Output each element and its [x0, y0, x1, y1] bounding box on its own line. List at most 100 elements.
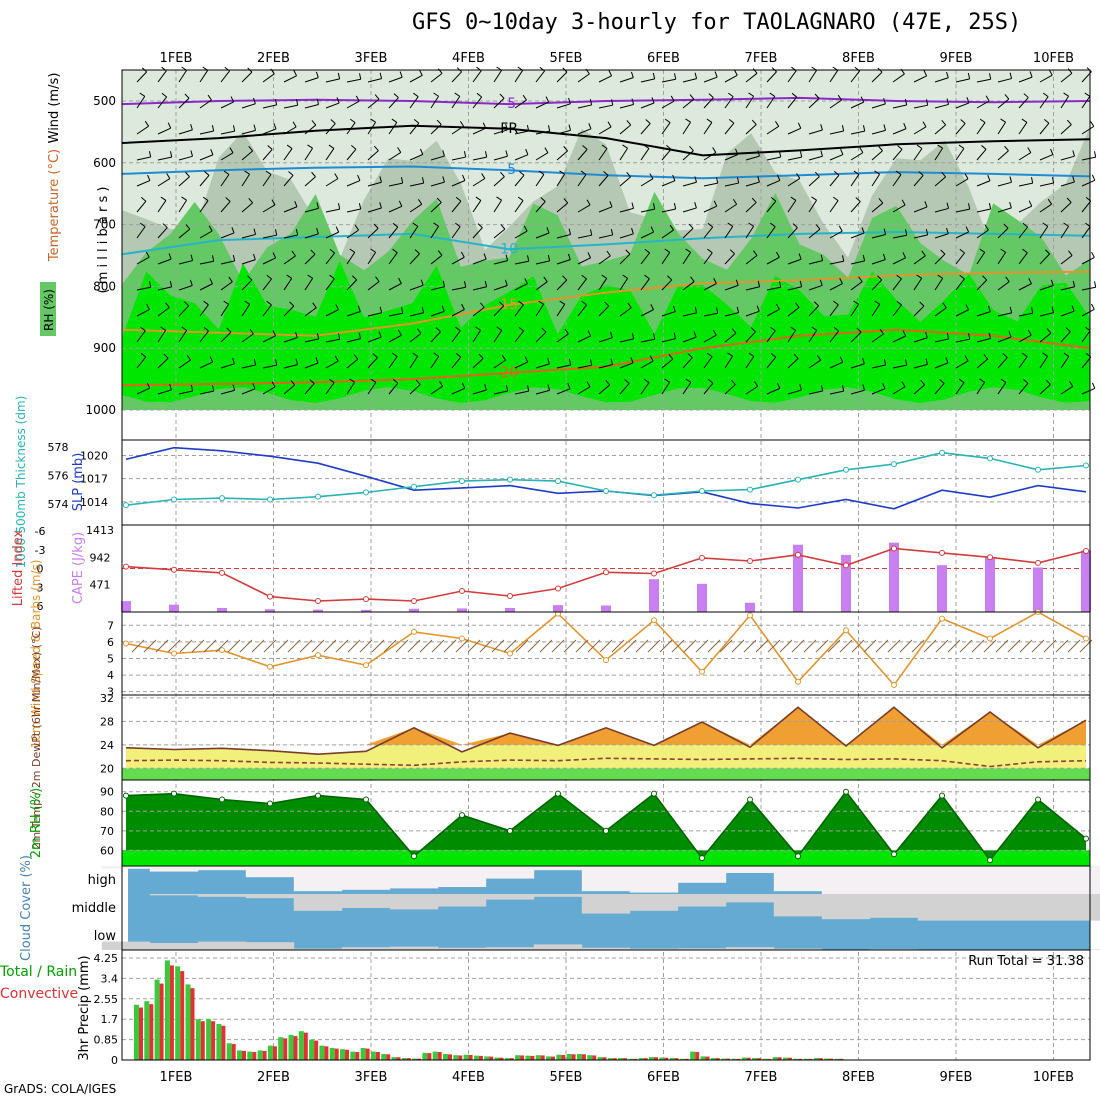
wind-barb — [136, 71, 148, 83]
wind-barb — [892, 204, 906, 213]
wind-barb — [1018, 283, 1032, 291]
wind-barb — [997, 78, 1012, 83]
wind-barb — [409, 153, 424, 161]
wind-barb — [892, 278, 902, 291]
wind-barb — [913, 384, 925, 395]
pressure-tick-label: 500 — [93, 94, 116, 108]
wind-barb — [955, 208, 970, 213]
wind-barb — [892, 73, 905, 83]
wind-barb-flag — [538, 170, 545, 175]
wind-barb-flag — [981, 145, 987, 150]
wind-barb-flag — [232, 384, 236, 391]
wind-barb-flag — [435, 327, 441, 333]
wind-barb-10m — [179, 639, 193, 653]
wind-barb — [640, 123, 651, 135]
wind-barb — [682, 150, 694, 161]
cape-bar — [889, 542, 899, 612]
wind-barb-flag — [959, 274, 965, 280]
wind-barb-flag — [685, 248, 691, 253]
rh2m-marker — [411, 853, 417, 860]
wind-barb — [178, 305, 190, 317]
cloud-clear-segment — [773, 894, 823, 917]
wind-barb-10m — [311, 639, 325, 653]
wind-barb-flag — [484, 151, 488, 158]
wind-barb-flag — [833, 300, 839, 306]
cloud-clear-segment — [965, 894, 1015, 921]
wind-barb-flag — [267, 145, 273, 150]
wind-barb-flag — [375, 276, 380, 282]
wind-barb — [703, 252, 713, 265]
lifted-index-marker — [603, 569, 609, 576]
wind-barb — [850, 70, 861, 83]
wind-barb — [1039, 355, 1048, 369]
wind-barb-10m — [1019, 639, 1033, 653]
wind-barb-flag — [568, 228, 572, 235]
wind-barb — [241, 333, 254, 343]
precip-convective-bar — [602, 1057, 607, 1060]
wind-barb — [535, 201, 546, 213]
precip-total-bar — [401, 1058, 407, 1060]
wind-barb-flag — [1091, 251, 1095, 258]
wind-barb — [493, 199, 502, 213]
precip-convective-bar — [808, 1058, 813, 1060]
wind-barb-flag — [1066, 197, 1072, 203]
wind-barb-flag — [538, 300, 544, 305]
wind-barb — [388, 334, 402, 343]
wind-barb-flag — [750, 327, 756, 333]
cape-bar — [265, 609, 275, 612]
wind-barb-flag — [730, 379, 736, 385]
wind-barb — [1060, 310, 1075, 317]
cloud-clear-segment — [389, 866, 439, 889]
wind-barb — [283, 175, 294, 187]
wind-barb-flag — [169, 151, 173, 158]
wind-barb-10m — [899, 639, 913, 653]
wind-barb-flag — [568, 124, 572, 131]
wind-barb-flag — [253, 253, 256, 260]
cloud-low-segment — [149, 943, 199, 950]
wind-barb — [808, 155, 823, 161]
wind-barb-flag — [960, 119, 966, 124]
wind-barb-flag — [878, 145, 883, 152]
wind-barb — [283, 75, 297, 83]
wind-barb-10m — [719, 639, 733, 653]
wind-barb — [976, 100, 990, 109]
wind-barb-flag — [527, 255, 530, 262]
wind-barb — [514, 200, 524, 213]
precip-total-bar — [679, 1058, 685, 1060]
wind-barb — [136, 330, 146, 343]
wind-barb-flag — [1004, 145, 1009, 152]
wind-barb — [178, 390, 193, 395]
wind-barb — [367, 227, 379, 239]
precip-total-bar — [556, 1054, 562, 1060]
wind-barb-flag — [524, 278, 528, 284]
wind-barb-flag — [674, 73, 677, 80]
wind-barb — [787, 70, 797, 83]
wind-barb-flag — [797, 122, 802, 129]
wind-barb-flag — [811, 196, 817, 201]
wind-barb-flag — [631, 332, 635, 340]
wind-barb-flag — [757, 150, 760, 157]
precip-total-bar — [134, 1004, 139, 1060]
wind-barb — [157, 389, 172, 395]
cloud-clear-segment — [773, 866, 823, 892]
wind-barb — [409, 312, 424, 317]
wind-barb-flag — [505, 150, 508, 157]
rh-band-bright — [122, 261, 1090, 403]
wind-barb — [430, 202, 442, 213]
wind-barb-flag — [329, 274, 335, 280]
wind-barb-flag — [296, 99, 299, 106]
precip-total-bar — [432, 1051, 438, 1060]
wind-barb-flag — [712, 329, 717, 336]
thickness-marker — [603, 488, 609, 494]
wind-barb-flag — [799, 151, 803, 158]
wind-barb — [829, 130, 844, 135]
wind-barb — [1039, 384, 1051, 395]
wind-barb-flag — [752, 250, 758, 256]
wind-barb — [703, 356, 713, 369]
wind-barb — [766, 356, 777, 369]
wind-barb — [829, 330, 840, 343]
cloud-clear-segment — [533, 866, 583, 871]
wind-barb — [829, 70, 839, 83]
wind-barb — [1060, 286, 1075, 291]
wind-barb — [661, 338, 676, 343]
